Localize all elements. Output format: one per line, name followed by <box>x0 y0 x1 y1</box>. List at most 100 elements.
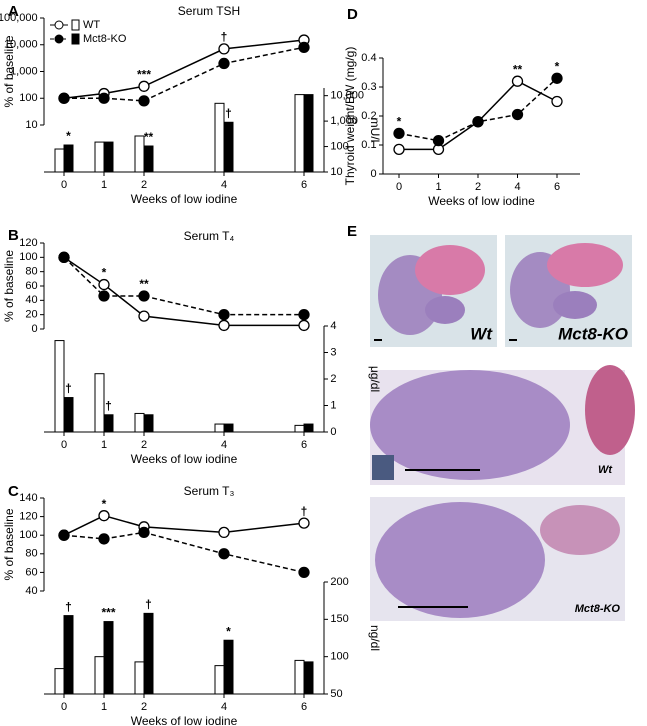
bar <box>94 656 105 695</box>
marker <box>218 548 230 560</box>
y-tick-label: 0 <box>370 168 376 180</box>
bar <box>94 141 105 173</box>
y-tick-label: 120 <box>19 237 37 249</box>
annotation: *** <box>101 606 115 620</box>
y-tick-label: 0.1 <box>361 139 376 151</box>
bar <box>214 423 225 433</box>
bar <box>54 148 65 173</box>
marker <box>393 127 405 140</box>
bar <box>134 135 145 173</box>
x-tick-label: 2 <box>141 439 147 451</box>
y-tick-label: 100,000 <box>0 12 38 24</box>
y-tick-label: 120 <box>19 511 37 523</box>
bar <box>103 141 114 173</box>
y-tick-label: 200 <box>330 576 348 588</box>
marker <box>393 143 405 156</box>
y-tick-label: 40 <box>25 585 37 597</box>
annotation: ** <box>144 130 154 144</box>
marker <box>298 309 310 321</box>
y-tick-label: 10 <box>330 166 342 178</box>
annotation: ** <box>513 62 523 76</box>
legend-marker <box>54 34 64 44</box>
x-axis-label: Weeks of low iodine <box>131 714 238 726</box>
x-tick-label: 1 <box>435 181 441 193</box>
marker <box>138 95 150 107</box>
bar <box>303 661 314 695</box>
tissue <box>547 243 623 287</box>
x-tick-label: 1 <box>101 439 107 451</box>
y-tick-label: 0 <box>330 426 336 438</box>
marker <box>551 72 563 84</box>
bar <box>143 414 154 433</box>
y-tick-label: 1,000 <box>330 115 358 127</box>
y-tick-label: 100 <box>330 140 348 152</box>
y-tick-label: 0.3 <box>361 81 376 93</box>
marker <box>98 510 110 522</box>
x-tick-label: 2 <box>141 179 147 191</box>
y-tick-label: 10,000 <box>4 39 38 51</box>
panel-e: E Wt Mct8-KO Wt Mct8-KO <box>347 223 635 621</box>
y-tick-label: 150 <box>330 613 348 625</box>
series-line <box>398 77 558 142</box>
marker <box>298 41 310 53</box>
series-line <box>63 256 304 316</box>
annotation: † <box>301 504 308 518</box>
y-tick-label: 60 <box>25 566 37 578</box>
image-caption: Mct8-KO <box>558 324 628 343</box>
marker <box>138 290 150 302</box>
legend-label: Mct8-KO <box>83 33 127 45</box>
series-line <box>399 80 558 151</box>
annotation: ** <box>139 277 149 291</box>
x-tick-label: 0 <box>396 181 402 193</box>
panel-label: E <box>347 223 357 240</box>
marker <box>138 526 150 539</box>
bar <box>223 423 234 433</box>
bar <box>63 397 74 433</box>
marker <box>218 526 230 539</box>
y-tick-label: 1 <box>330 399 336 411</box>
tissue <box>585 365 635 455</box>
bar <box>54 340 65 433</box>
bar <box>103 621 114 695</box>
y-axis-label: % of baseline <box>2 250 16 322</box>
x-tick-label: 4 <box>514 181 520 193</box>
annotation: * <box>102 266 107 280</box>
y-tick-label: 3 <box>330 346 336 358</box>
x-tick-label: 1 <box>101 701 107 713</box>
marker <box>218 43 230 55</box>
tissue <box>372 455 394 480</box>
x-tick-label: 6 <box>301 179 307 191</box>
bar <box>303 94 314 173</box>
marker <box>218 309 230 321</box>
y-tick-label: 10 <box>25 119 37 131</box>
marker <box>58 92 70 104</box>
bar <box>94 373 105 433</box>
y-tick-label: 40 <box>25 294 37 306</box>
image-caption: Wt <box>598 464 613 476</box>
marker <box>432 134 445 147</box>
marker <box>472 116 484 128</box>
bar <box>294 94 305 173</box>
y-tick-label: 10,000 <box>330 90 364 102</box>
bar <box>214 102 225 173</box>
y-tick-label: 0.4 <box>361 52 376 64</box>
x-tick-label: 6 <box>554 181 560 193</box>
marker <box>98 290 110 302</box>
marker <box>138 310 150 322</box>
annotation: † <box>65 382 72 396</box>
annotation: † <box>221 30 228 44</box>
y-tick-label: 100 <box>330 651 348 663</box>
y2-axis-label: ng/dl <box>368 625 382 651</box>
x-tick-label: 0 <box>61 179 67 191</box>
x-axis-label: Weeks of low iodine <box>131 192 238 206</box>
y-axis-label: % of baseline <box>2 35 16 107</box>
legend-box <box>71 19 80 31</box>
y-tick-label: 0.2 <box>361 110 376 122</box>
bar <box>223 121 234 173</box>
y-tick-label: 2 <box>330 373 336 385</box>
bar <box>294 424 305 433</box>
tissue <box>425 296 465 324</box>
annotation: * <box>226 624 231 638</box>
y-tick-label: 60 <box>25 280 37 292</box>
annotation: *** <box>137 67 151 81</box>
